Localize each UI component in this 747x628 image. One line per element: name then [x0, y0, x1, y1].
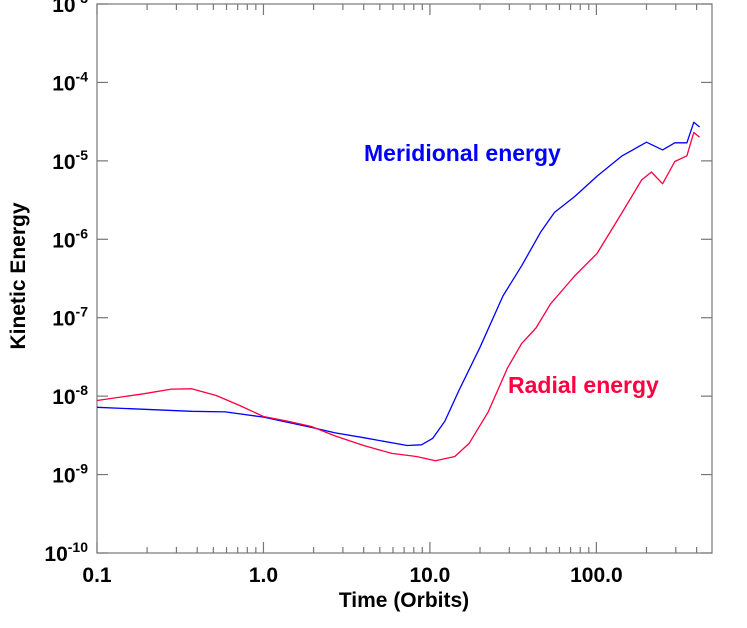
plot-frame: [96, 3, 713, 554]
y-tick-label: 10-8: [52, 382, 88, 409]
ticks: [96, 3, 712, 554]
y-tick-label: 10-9: [52, 461, 88, 488]
annotation-radial: Radial energy: [508, 372, 659, 398]
x-tick-label: 0.1: [82, 564, 112, 587]
x-tick-label: 1.0: [249, 564, 278, 587]
x-tick-label: 100.0: [570, 564, 623, 587]
x-axis-label: Time (Orbits): [339, 589, 469, 612]
x-tick-label: 10.0: [409, 564, 450, 587]
y-tick-label: 10-5: [52, 147, 88, 174]
tick-labels: 0.1 1.0 10.0 100.0 10-3 10-4 10-5 10-6 10-7 10-8 1…: [44, 0, 622, 587]
y-tick-label: 10-7: [52, 304, 88, 331]
series-lines: [96, 121, 701, 462]
y-tick-label: 10-3: [52, 0, 88, 17]
series-line-radial: [96, 131, 701, 462]
y-tick-label: 10-4: [52, 68, 88, 95]
y-axis-label: Kinetic Energy: [7, 202, 30, 349]
y-tick-label: 10-6: [52, 225, 88, 252]
y-tick-label: 10-10: [44, 539, 88, 566]
annotation-meridional: Meridional energy: [364, 140, 561, 166]
